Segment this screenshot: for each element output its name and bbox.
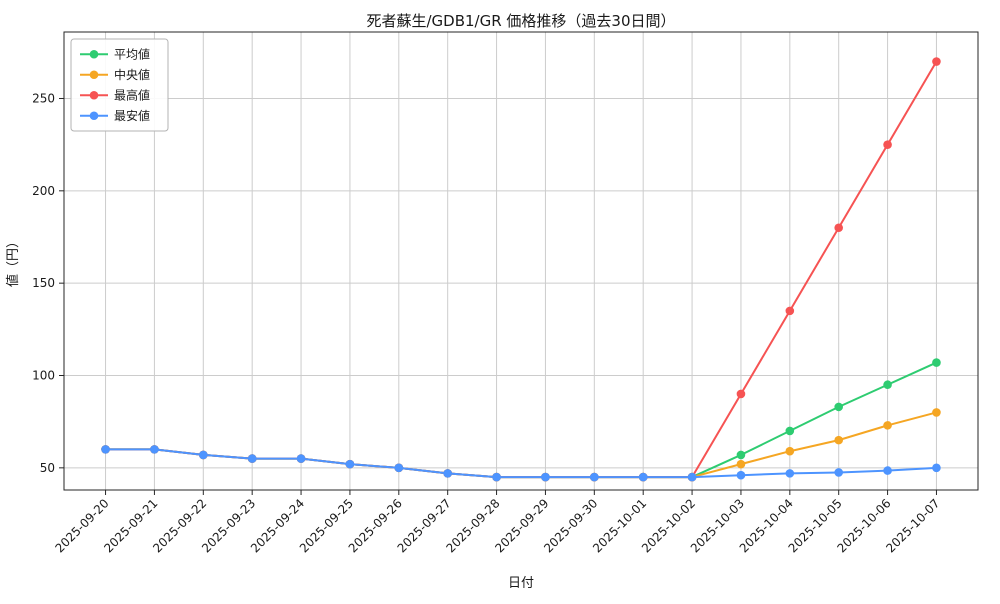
series-point-max [883,140,892,149]
series-point-median [736,459,746,469]
legend-label-min: 最安値 [114,108,150,123]
series-point-min [101,445,110,454]
series-point-min [541,472,550,482]
series-point-min [932,463,941,473]
series-point-min [883,466,892,475]
legend-box [70,38,169,132]
series-point-min [736,470,746,480]
series-line-min [105,448,937,479]
series-point-min [590,472,599,482]
series-point-max [834,223,844,233]
legend-label-median: 中央値 [114,67,150,82]
series-point-max [736,389,746,399]
series-point-average [736,450,746,460]
series-point-min [687,472,697,482]
y-tick-label: 150 [32,276,55,290]
y-tick-label: 100 [32,369,55,383]
series-point-min [834,468,844,477]
series-point-max [785,306,795,316]
legend-label-average: 平均値 [114,46,150,61]
y-tick-label: 200 [32,184,55,198]
series-point-median [883,421,892,430]
series-point-min [247,454,257,463]
y-tick-label: 50 [40,461,55,475]
chart-layer: 501001502002502025-09-202025-09-212025-0… [32,31,979,555]
series-point-min [198,450,208,460]
legend-marker-average [89,49,99,59]
series-point-min [394,463,404,473]
chart-title: 死者蘇生/GDB1/GR 価格推移（過去30日間） [366,12,675,30]
series-point-max [932,57,941,66]
series-point-median [834,435,844,445]
series-point-min [638,472,648,482]
series-point-average [883,380,892,390]
series-point-min [345,459,355,469]
y-tick-label: 250 [32,91,55,105]
y-axis-label: 値（円） [5,235,21,287]
series-point-min [785,469,795,478]
series-point-median [785,446,795,456]
series-point-min [443,469,452,478]
series-point-median [932,408,941,417]
plot-background [64,32,978,490]
legend-marker-max [89,90,99,100]
legend-marker-min [89,111,99,121]
series-point-average [785,426,795,436]
series-point-min [296,454,306,463]
legend-marker-median [89,70,99,80]
plot-border [63,31,979,491]
series-point-min [492,472,501,482]
x-axis-label: 日付 [508,576,534,591]
series-point-average [932,358,941,367]
series-point-min [150,445,159,454]
legend-label-max: 最高値 [114,87,150,102]
series-point-average [834,402,844,412]
